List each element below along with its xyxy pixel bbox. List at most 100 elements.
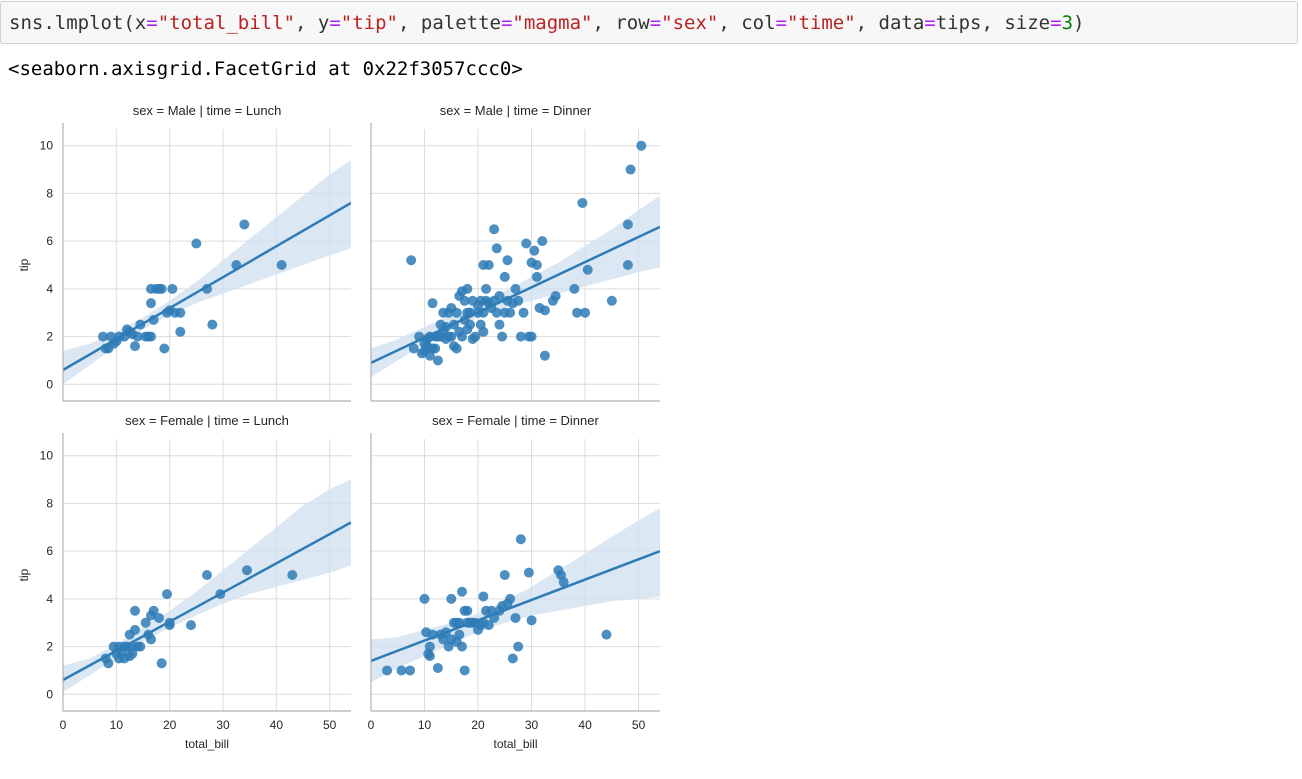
scatter-point <box>518 307 529 318</box>
scatter-point <box>483 620 494 631</box>
code-token: "sex" <box>661 12 719 34</box>
scatter-point <box>424 651 435 662</box>
x-tick-label: 30 <box>216 718 230 732</box>
scatter-point <box>167 283 178 294</box>
scatter-point <box>459 665 470 676</box>
scatter-point <box>427 298 438 309</box>
scatter-point <box>146 298 156 309</box>
scatter-point <box>505 307 516 318</box>
facet-title: sex = Female | time = Lunch <box>125 413 289 428</box>
scatter-point <box>191 238 202 249</box>
scatter-point <box>580 307 591 318</box>
scatter-point <box>456 586 467 597</box>
scatter-point <box>569 283 580 294</box>
scatter-point <box>146 331 156 342</box>
scatter-point <box>239 219 250 230</box>
scatter-point <box>419 593 430 604</box>
code-token: ) <box>1073 12 1085 34</box>
x-axis-label: total_bill <box>493 737 537 751</box>
scatter-point <box>550 291 561 302</box>
y-tick-label: 8 <box>46 496 53 510</box>
x-tick-label: 40 <box>270 718 284 732</box>
facet-title: sex = Male | time = Dinner <box>440 103 592 118</box>
regression-line <box>371 225 660 364</box>
scatter-point <box>175 326 186 337</box>
scatter-point <box>276 260 287 270</box>
regression-line <box>63 521 351 682</box>
scatter-point <box>459 295 470 306</box>
regression-line <box>63 201 351 372</box>
x-tick-label: 20 <box>163 718 177 732</box>
x-tick-label: 50 <box>632 718 646 732</box>
y-tick-label: 4 <box>46 282 53 296</box>
code-line[interactable]: sns.lmplot(x="total_bill", y="tip", pale… <box>9 12 1084 34</box>
scatter-point <box>577 197 588 208</box>
scatter-point <box>382 665 393 676</box>
scatter-point <box>505 593 516 604</box>
scatter-point <box>572 307 583 318</box>
scatter-point <box>103 658 114 669</box>
scatter-point <box>242 565 252 576</box>
scatter-point <box>432 663 443 674</box>
x-tick-label: 10 <box>110 718 124 732</box>
scatter-point <box>430 343 441 354</box>
scatter-point <box>483 260 494 270</box>
scatter-point <box>489 224 500 235</box>
code-cell[interactable]: sns.lmplot(x="total_bill", y="tip", pale… <box>0 1 1298 44</box>
facet-panel: sex = Male | time = Dinner <box>370 103 660 402</box>
x-tick-label: 50 <box>323 718 337 732</box>
code-token: = <box>924 12 936 34</box>
facet-title: sex = Male | time = Lunch <box>133 103 282 118</box>
scatter-point <box>507 653 518 664</box>
scatter-point <box>494 291 505 302</box>
scatter-point <box>130 624 140 635</box>
scatter-point <box>529 245 540 256</box>
y-axis-label: tip <box>17 568 31 581</box>
x-tick-label: 0 <box>368 718 375 732</box>
scatter-point <box>478 326 489 337</box>
y-tick-label: 0 <box>46 377 53 391</box>
scatter-point <box>494 319 505 330</box>
scatter-point <box>132 331 143 342</box>
y-tick-label: 10 <box>40 449 54 463</box>
code-token: 3 <box>1061 12 1074 34</box>
facet-panel: sex = Female | time = Dinner 0 10 20 30 40 50 t… <box>368 413 660 751</box>
scatter-point <box>510 612 521 623</box>
code-token: = <box>146 12 158 34</box>
scatter-point <box>396 665 407 676</box>
scatter-point <box>148 605 159 616</box>
code-token: = <box>1050 12 1062 34</box>
scatter-point <box>175 307 186 318</box>
facet-panel: sex = Male | time = Lunch 0 2 4 6 8 10 tip <box>17 103 351 402</box>
scatter-point <box>146 634 156 645</box>
scatter-point <box>186 620 196 631</box>
facet-panel: sex = Female | time = Lunch 0 2 4 6 8 10 0 10 20 3… <box>17 413 351 751</box>
scatter-point <box>454 629 465 640</box>
scatter-point <box>408 343 419 354</box>
y-tick-label: 8 <box>46 186 53 200</box>
scatter-point <box>130 605 140 616</box>
scatter-point <box>606 295 617 306</box>
scatter-point <box>601 629 612 640</box>
scatter-point <box>497 331 508 342</box>
scatter-point <box>140 617 151 628</box>
x-tick-label: 30 <box>525 718 539 732</box>
scatter-point <box>622 260 633 270</box>
code-token: = <box>500 12 513 34</box>
code-token: "tip" <box>340 12 398 34</box>
scatter-point <box>510 283 521 294</box>
code-token: , row <box>592 12 650 34</box>
scatter-point <box>405 665 416 676</box>
scatter-point <box>424 641 435 652</box>
scatter-point <box>526 615 537 626</box>
scatter-point <box>159 343 170 354</box>
scatter-point <box>456 641 467 652</box>
scatter-point <box>156 658 167 669</box>
scatter-point <box>636 140 647 151</box>
scatter-point <box>451 343 462 354</box>
output-text: <seaborn.axisgrid.FacetGrid at 0x22f3057… <box>8 58 523 80</box>
regression-line <box>371 549 660 663</box>
scatter-point <box>406 255 417 266</box>
scatter-point <box>531 271 542 282</box>
scatter-point <box>456 331 467 342</box>
